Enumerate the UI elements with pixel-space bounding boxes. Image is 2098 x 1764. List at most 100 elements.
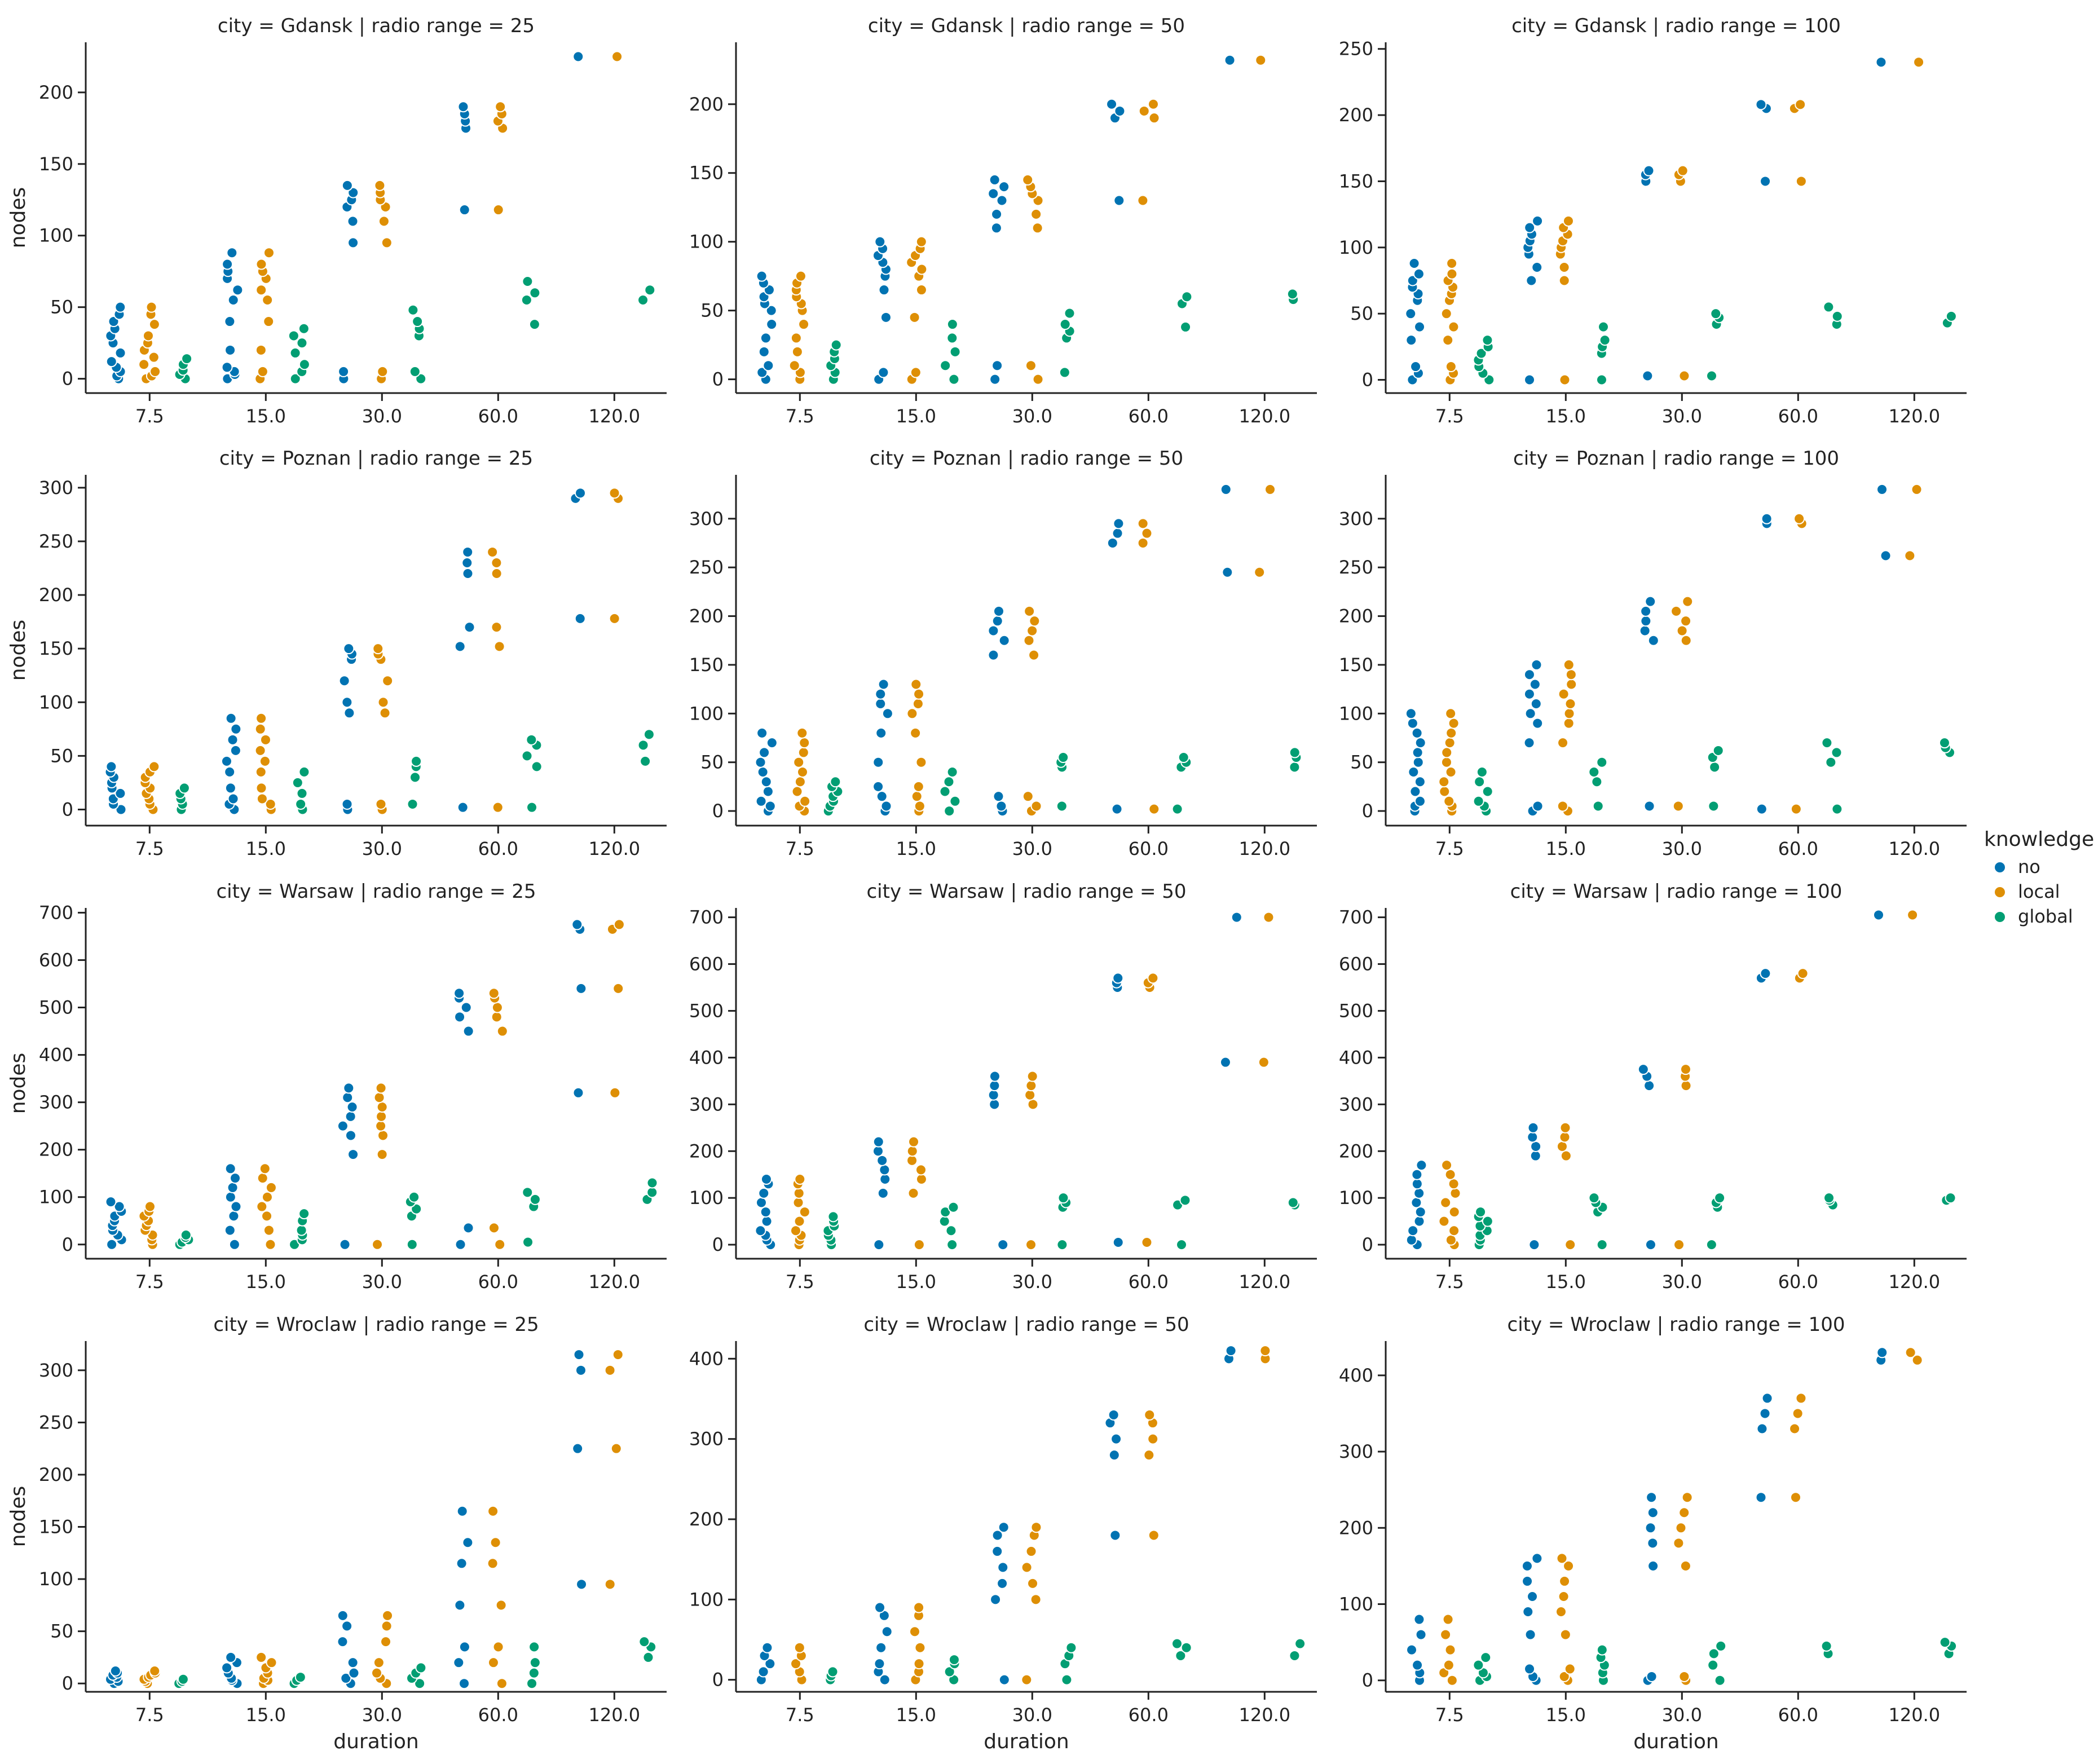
data-point-local	[799, 795, 811, 807]
data-point-global	[529, 1657, 541, 1669]
data-point-global	[646, 1187, 658, 1198]
data-point-global	[1475, 347, 1487, 359]
data-point-no	[1111, 803, 1123, 815]
data-point-local	[1440, 308, 1452, 320]
data-point-no	[347, 1149, 359, 1161]
data-point-no	[109, 1665, 121, 1677]
x-tick-label: 120.0	[588, 1271, 640, 1293]
data-point-local	[1563, 708, 1575, 720]
data-point-no	[758, 346, 770, 358]
data-point-no	[762, 786, 774, 797]
x-tick-label: 7.5	[786, 838, 814, 859]
y-tick-label: 200	[689, 94, 724, 115]
legend-marker-global	[1994, 911, 2006, 923]
y-tick-label: 600	[689, 954, 724, 975]
x-tick-label: 7.5	[135, 1704, 164, 1726]
x-tick-label: 60.0	[1778, 838, 1818, 859]
data-point-global	[528, 1667, 540, 1679]
data-point-local	[1026, 625, 1038, 637]
data-point-no	[762, 360, 774, 372]
y-tick-label: 150	[39, 638, 73, 659]
data-point-local	[1564, 1239, 1576, 1251]
data-point-local	[1030, 208, 1042, 220]
x-tick-label: 30.0	[1662, 405, 1702, 427]
data-point-local	[1904, 550, 1916, 562]
data-point-local	[1442, 334, 1454, 346]
data-point-global	[411, 755, 422, 767]
data-point-global	[407, 798, 418, 810]
data-point-no	[993, 605, 1004, 617]
data-point-local	[254, 723, 266, 735]
data-point-local	[1907, 909, 1919, 921]
data-point-local	[1263, 911, 1275, 923]
data-point-local	[255, 344, 267, 356]
data-point-no	[878, 284, 890, 296]
data-point-local	[1563, 717, 1575, 729]
data-point-no	[991, 1545, 1003, 1557]
y-tick-label: 100	[39, 691, 73, 713]
data-point-local	[1448, 1178, 1460, 1190]
data-point-local	[792, 1197, 804, 1209]
data-point-local	[494, 1238, 506, 1250]
data-point-global	[830, 339, 842, 351]
data-point-no	[1522, 1606, 1534, 1618]
data-point-local	[265, 1181, 277, 1193]
data-point-no	[1410, 361, 1422, 373]
data-point-global	[296, 337, 308, 349]
y-tick-label: 0	[712, 1669, 724, 1691]
data-point-no	[337, 1120, 349, 1132]
y-tick-label: 600	[39, 949, 73, 971]
data-point-no	[1231, 911, 1242, 923]
data-point-global	[288, 330, 299, 342]
data-point-no	[1220, 483, 1232, 495]
data-point-no	[1114, 105, 1126, 117]
data-point-no	[347, 1657, 359, 1669]
panel-title: city = Poznan | radio range = 50	[870, 447, 1183, 470]
data-point-global	[1945, 310, 1957, 322]
data-point-local	[913, 1658, 925, 1670]
data-point-local	[487, 1558, 499, 1569]
data-point-local	[913, 780, 924, 792]
legend-marker-no	[1994, 861, 2006, 874]
data-point-local	[376, 1101, 388, 1113]
data-point-local	[1440, 1197, 1452, 1209]
data-point-global	[1708, 800, 1720, 812]
data-point-no	[1524, 708, 1536, 720]
data-point-no	[1411, 727, 1423, 739]
y-tick-label: 0	[62, 368, 73, 390]
data-point-local	[1558, 275, 1570, 286]
data-point-no	[1880, 550, 1892, 562]
data-point-no	[1531, 262, 1543, 274]
data-point-local	[373, 1657, 385, 1669]
data-point-no	[225, 712, 237, 724]
data-point-local	[1557, 800, 1568, 812]
data-point-no	[230, 1172, 241, 1184]
data-point-global	[1171, 803, 1183, 815]
data-point-no	[1522, 1575, 1533, 1587]
data-point-no	[105, 1196, 117, 1208]
data-point-local	[1795, 1392, 1807, 1404]
data-point-local	[1556, 1553, 1568, 1564]
data-point-no	[872, 780, 884, 792]
data-point-local	[1558, 688, 1570, 700]
data-point-local	[915, 236, 927, 248]
data-point-global	[298, 766, 310, 778]
data-point-local	[1445, 727, 1457, 739]
data-point-no	[1645, 596, 1656, 607]
data-point-no	[1412, 756, 1424, 768]
data-point-no	[345, 1130, 356, 1141]
data-point-local	[1558, 1670, 1570, 1682]
data-point-no	[341, 179, 353, 191]
data-point-global	[1821, 1640, 1832, 1652]
data-point-local	[256, 793, 268, 805]
y-tick-label: 50	[1350, 303, 1373, 324]
data-point-local	[1446, 1674, 1458, 1686]
legend-label: global	[2018, 906, 2073, 927]
y-tick-label: 200	[1339, 1517, 1373, 1538]
data-point-no	[343, 643, 355, 655]
x-tick-label: 15.0	[1546, 1704, 1586, 1726]
data-point-no	[339, 1238, 351, 1250]
data-point-local	[1680, 1080, 1692, 1092]
data-point-no	[1408, 766, 1420, 778]
data-point-global	[409, 771, 421, 783]
